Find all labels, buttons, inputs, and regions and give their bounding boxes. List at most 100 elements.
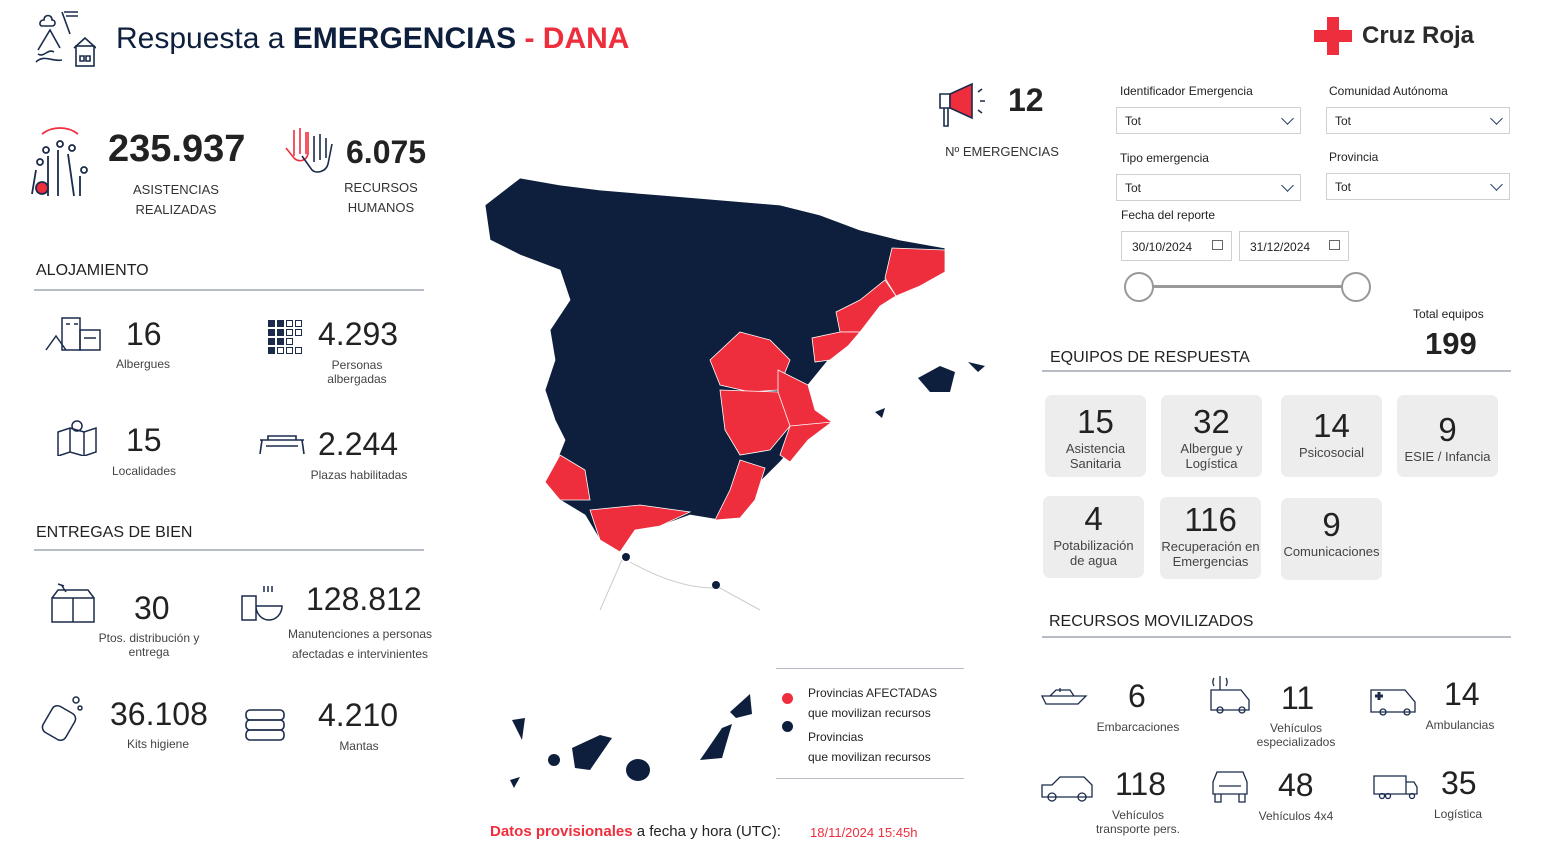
recursos-heading: RECURSOS MOVILIZADOS <box>1049 613 1254 630</box>
divider <box>776 668 964 669</box>
special-vehicle-icon <box>1208 674 1252 721</box>
equipo-card[interactable]: 9 Comunicaciones <box>1281 498 1382 580</box>
legend-affected: Provincias AFECTADAS que movilizan recurs… <box>808 686 938 720</box>
vehiculos-4x4-label: Vehículos 4x4 <box>1258 809 1334 823</box>
chevron-down-icon <box>1281 112 1294 125</box>
vehiculos-4x4-value: 48 <box>1278 767 1314 803</box>
embarcaciones-label: Embarcaciones <box>1096 720 1180 734</box>
chevron-down-icon <box>1490 178 1503 191</box>
localidades-value: 15 <box>126 422 162 458</box>
chevron-down-icon <box>1490 112 1503 125</box>
red-cross-icon <box>1314 17 1352 55</box>
equipo-card[interactable]: 15 Asistencia Sanitaria <box>1045 395 1146 477</box>
albergues-value: 16 <box>126 316 162 352</box>
personas-albergadas-label: Personas albergadas <box>327 358 387 386</box>
divider <box>1042 636 1511 638</box>
personas-albergadas-value: 4.293 <box>318 316 399 352</box>
tipo-label: Tipo emergencia <box>1120 151 1209 165</box>
fecha-hasta-input[interactable]: 31/12/2024 <box>1239 231 1349 261</box>
baleares[interactable] <box>875 362 985 418</box>
equipo-card[interactable]: 9 ESIE / Infancia <box>1397 395 1498 477</box>
total-equipos-value: 199 <box>1425 326 1477 361</box>
date-slider-start-handle[interactable] <box>1124 272 1154 302</box>
megaphone-icon <box>936 82 992 133</box>
equipo-card[interactable]: 116 Recuperación en Emergencias <box>1160 497 1261 579</box>
canarias[interactable] <box>510 694 752 788</box>
asistencias-value: 235.937 <box>108 128 246 170</box>
localidades-label: Localidades <box>111 464 177 478</box>
vehiculos-transporte-value: 118 <box>1115 766 1167 802</box>
puntos-distribucion-value: 30 <box>134 590 170 626</box>
vehiculos-especializados-value: 11 <box>1281 680 1315 716</box>
shelter-icon <box>44 314 102 357</box>
albergues-label: Albergues <box>115 357 171 371</box>
vehiculos-especializados-label: Vehículos especializados <box>1256 721 1336 749</box>
recursos-label: RECURSOS HUMANOS <box>344 180 418 215</box>
total-equipos-label: Total equipos <box>1413 307 1484 321</box>
mantas-value: 4.210 <box>318 697 399 733</box>
equipo-card[interactable]: 32 Albergue y Logística <box>1161 395 1262 477</box>
date-slider-track[interactable] <box>1138 285 1356 288</box>
divider <box>34 289 424 291</box>
vehiculos-transporte-label: Vehículos transporte pers. <box>1095 808 1181 836</box>
blanket-icon <box>244 706 288 747</box>
emergency-logo-icon <box>34 10 97 73</box>
bed-icon <box>258 432 306 461</box>
hygiene-kit-icon <box>40 694 86 747</box>
calendar-icon[interactable] <box>1329 240 1340 250</box>
plazas-label: Plazas habilitadas <box>310 468 408 482</box>
4x4-icon <box>1211 770 1249 809</box>
ambulance-icon <box>1369 688 1417 721</box>
alojamiento-heading: ALOJAMIENTO <box>36 262 149 279</box>
logistica-label: Logística <box>1433 807 1483 821</box>
assistance-icon <box>28 126 92 203</box>
divider <box>776 778 964 779</box>
mantas-label: Mantas <box>339 739 379 753</box>
logistica-value: 35 <box>1441 765 1477 801</box>
puntos-distribucion-label: Ptos. distribución y entrega <box>98 631 200 659</box>
equipo-card[interactable]: 14 Psicosocial <box>1281 395 1382 477</box>
ambulancias-value: 14 <box>1444 676 1480 712</box>
provincia-select[interactable]: Tot <box>1326 173 1510 200</box>
emergencias-label: Nº EMERGENCIAS <box>945 144 1059 159</box>
date-slider-end-handle[interactable] <box>1341 272 1371 302</box>
comunidad-label: Comunidad Autónoma <box>1329 84 1448 98</box>
page-title: Respuesta a EMERGENCIAS - DANA <box>116 22 630 55</box>
map-pin-icon <box>56 418 98 461</box>
tipo-select[interactable]: Tot <box>1116 174 1301 201</box>
fecha-desde-input[interactable]: 30/10/2024 <box>1121 231 1232 261</box>
kits-higiene-value: 36.108 <box>110 696 208 732</box>
melilla[interactable] <box>712 581 720 589</box>
identificador-select[interactable]: Tot <box>1116 107 1301 134</box>
report-datetime: 18/11/2024 15:45h <box>810 825 918 840</box>
identificador-label: Identificador Emergencia <box>1120 84 1253 98</box>
manutenciones-value: 128.812 <box>306 581 422 617</box>
ambulancias-label: Ambulancias <box>1425 718 1495 732</box>
plazas-value: 2.244 <box>318 426 399 462</box>
cruz-roja-logo: Cruz Roja <box>1314 17 1474 55</box>
legend-other-dot <box>782 721 793 732</box>
hands-icon <box>280 126 336 181</box>
calendar-icon[interactable] <box>1212 240 1223 250</box>
affected-provinces[interactable] <box>544 247 946 553</box>
recursos-value: 6.075 <box>346 134 427 170</box>
food-icon <box>238 584 284 629</box>
provincia-label: Provincia <box>1329 150 1379 164</box>
boxes-icon <box>48 582 98 629</box>
chevron-down-icon <box>1281 179 1294 192</box>
fecha-label: Fecha del reporte <box>1121 208 1216 222</box>
spain-map[interactable] <box>470 160 1000 810</box>
comunidad-select[interactable]: Tot <box>1326 107 1510 134</box>
manutenciones-label: Manutenciones a personas afectadas e int… <box>287 627 433 661</box>
divider <box>1042 370 1511 372</box>
boat-icon <box>1040 684 1088 711</box>
equipos-heading: EQUIPOS DE RESPUESTA <box>1050 349 1250 366</box>
ceuta[interactable] <box>622 553 630 561</box>
kits-higiene-label: Kits higiene <box>126 737 190 751</box>
emergencias-value: 12 <box>1008 82 1044 118</box>
equipo-card[interactable]: 4 Potabilización de agua <box>1043 496 1144 578</box>
entregas-heading: ENTREGAS DE BIEN <box>36 524 193 541</box>
coastline-africa <box>599 559 761 611</box>
asistencias-label: ASISTENCIAS REALIZADAS <box>133 182 219 217</box>
footer-note: Datos provisionales a fecha y hora (UTC)… <box>490 823 781 840</box>
